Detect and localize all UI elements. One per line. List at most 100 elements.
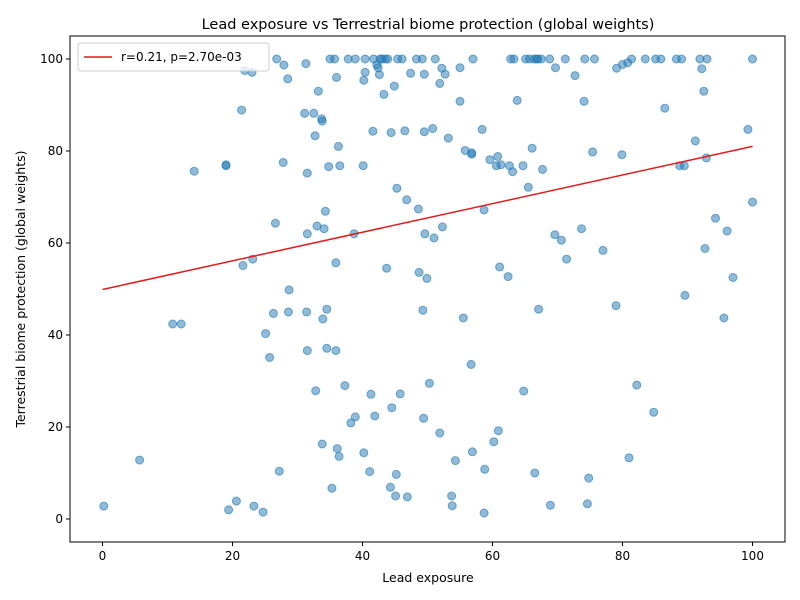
scatter-point [534, 304, 544, 314]
scatter-point [335, 161, 345, 171]
scatter-point [435, 428, 445, 438]
scatter-point [402, 492, 412, 502]
scatter-point [249, 501, 259, 511]
scatter-point [302, 229, 312, 239]
scatter-point [231, 496, 241, 506]
scatter-point [320, 206, 330, 216]
scatter-point [135, 455, 145, 465]
x-axis-ticks: 0 20 40 60 80 100 [99, 542, 764, 563]
scatter-point [617, 150, 627, 160]
scatter-point [479, 508, 489, 518]
scatter-point [274, 466, 284, 476]
scatter-point [417, 54, 427, 64]
scatter-point [302, 168, 312, 178]
scatter-point [350, 54, 360, 64]
chart-title: Lead exposure vs Terrestrial biome prote… [202, 17, 655, 33]
scatter-point [168, 319, 178, 329]
scatter-point [590, 54, 599, 64]
scatter-point [455, 63, 465, 73]
scatter-point [420, 229, 430, 239]
scatter-point [238, 261, 248, 270]
scatter-point [479, 205, 489, 215]
scatter-point [527, 143, 537, 153]
y-tick-label: 40 [48, 328, 63, 342]
scatter-point [508, 167, 518, 177]
scatter-point [580, 54, 590, 64]
scatter-point [382, 263, 392, 273]
scatter-point [430, 54, 440, 64]
scatter-point [458, 313, 468, 323]
scatter-point [424, 378, 434, 388]
scatter-point [413, 204, 423, 214]
scatter-point [477, 124, 487, 134]
scatter-point [189, 166, 199, 176]
scatter-point [679, 161, 689, 171]
scatter-point [538, 164, 547, 174]
scatter-point [467, 447, 477, 457]
scatter-point [584, 473, 594, 483]
scatter-point [300, 108, 310, 118]
scatter-point [419, 127, 429, 137]
legend-label: r=0.21, p=2.70e-03 [121, 50, 242, 64]
scatter-point [700, 244, 710, 253]
scatter-point [386, 128, 396, 138]
scatter-point [374, 70, 384, 80]
scatter-point [467, 148, 477, 158]
scatter-point [748, 197, 757, 207]
scatter-point [387, 403, 397, 413]
scatter-point [649, 407, 659, 417]
scatter-point [221, 161, 231, 171]
scatter-point [301, 59, 311, 69]
x-tick-label: 60 [485, 549, 500, 563]
scatter-point [366, 389, 376, 399]
scatter-point [493, 152, 503, 161]
scatter-point [680, 290, 690, 300]
scatter-point [368, 126, 378, 136]
y-tick-label: 20 [48, 420, 63, 434]
y-tick-label: 100 [40, 52, 63, 66]
x-tick-label: 20 [225, 549, 240, 563]
scatter-point [468, 54, 478, 64]
scatter-point [283, 307, 293, 317]
scatter-point [519, 386, 529, 396]
scatter-point [429, 233, 439, 243]
scatter-point [302, 346, 312, 356]
scatter-point [656, 54, 666, 64]
scatter-point [268, 308, 278, 318]
scatter-point [699, 86, 709, 96]
scatter-point [440, 69, 450, 79]
scatter-point [359, 75, 369, 85]
scatter-point [722, 226, 732, 236]
plot-frame [69, 35, 786, 543]
scatter-point [598, 245, 608, 255]
scatter-point [330, 54, 340, 64]
scatter-point [284, 285, 294, 295]
scatter-point [400, 126, 410, 136]
scatter-point [582, 499, 592, 509]
scatter-point [530, 468, 540, 478]
scatter-point [302, 307, 312, 317]
scatter-point [632, 380, 642, 390]
scatter-point [319, 224, 329, 234]
scatter-point [719, 313, 729, 323]
scatter-point [385, 482, 395, 492]
scatter-point [346, 418, 356, 428]
scatter-point [391, 491, 401, 501]
scatter-point [261, 329, 271, 339]
scatter-point [419, 69, 429, 79]
scatter-point [313, 86, 323, 96]
scatter-point [350, 412, 360, 422]
scatter-point [322, 343, 332, 353]
scatter-point [536, 54, 546, 64]
scatter-point [455, 96, 465, 106]
scatter-point [397, 54, 407, 64]
scatter-point [331, 346, 341, 356]
scatter-point [283, 74, 293, 84]
scatter-point [270, 218, 280, 228]
scatter-point [728, 273, 738, 282]
scatter-point [324, 162, 334, 172]
scatter-point [333, 141, 343, 151]
x-tick-label: 40 [355, 549, 370, 563]
scatter-point [570, 71, 580, 81]
